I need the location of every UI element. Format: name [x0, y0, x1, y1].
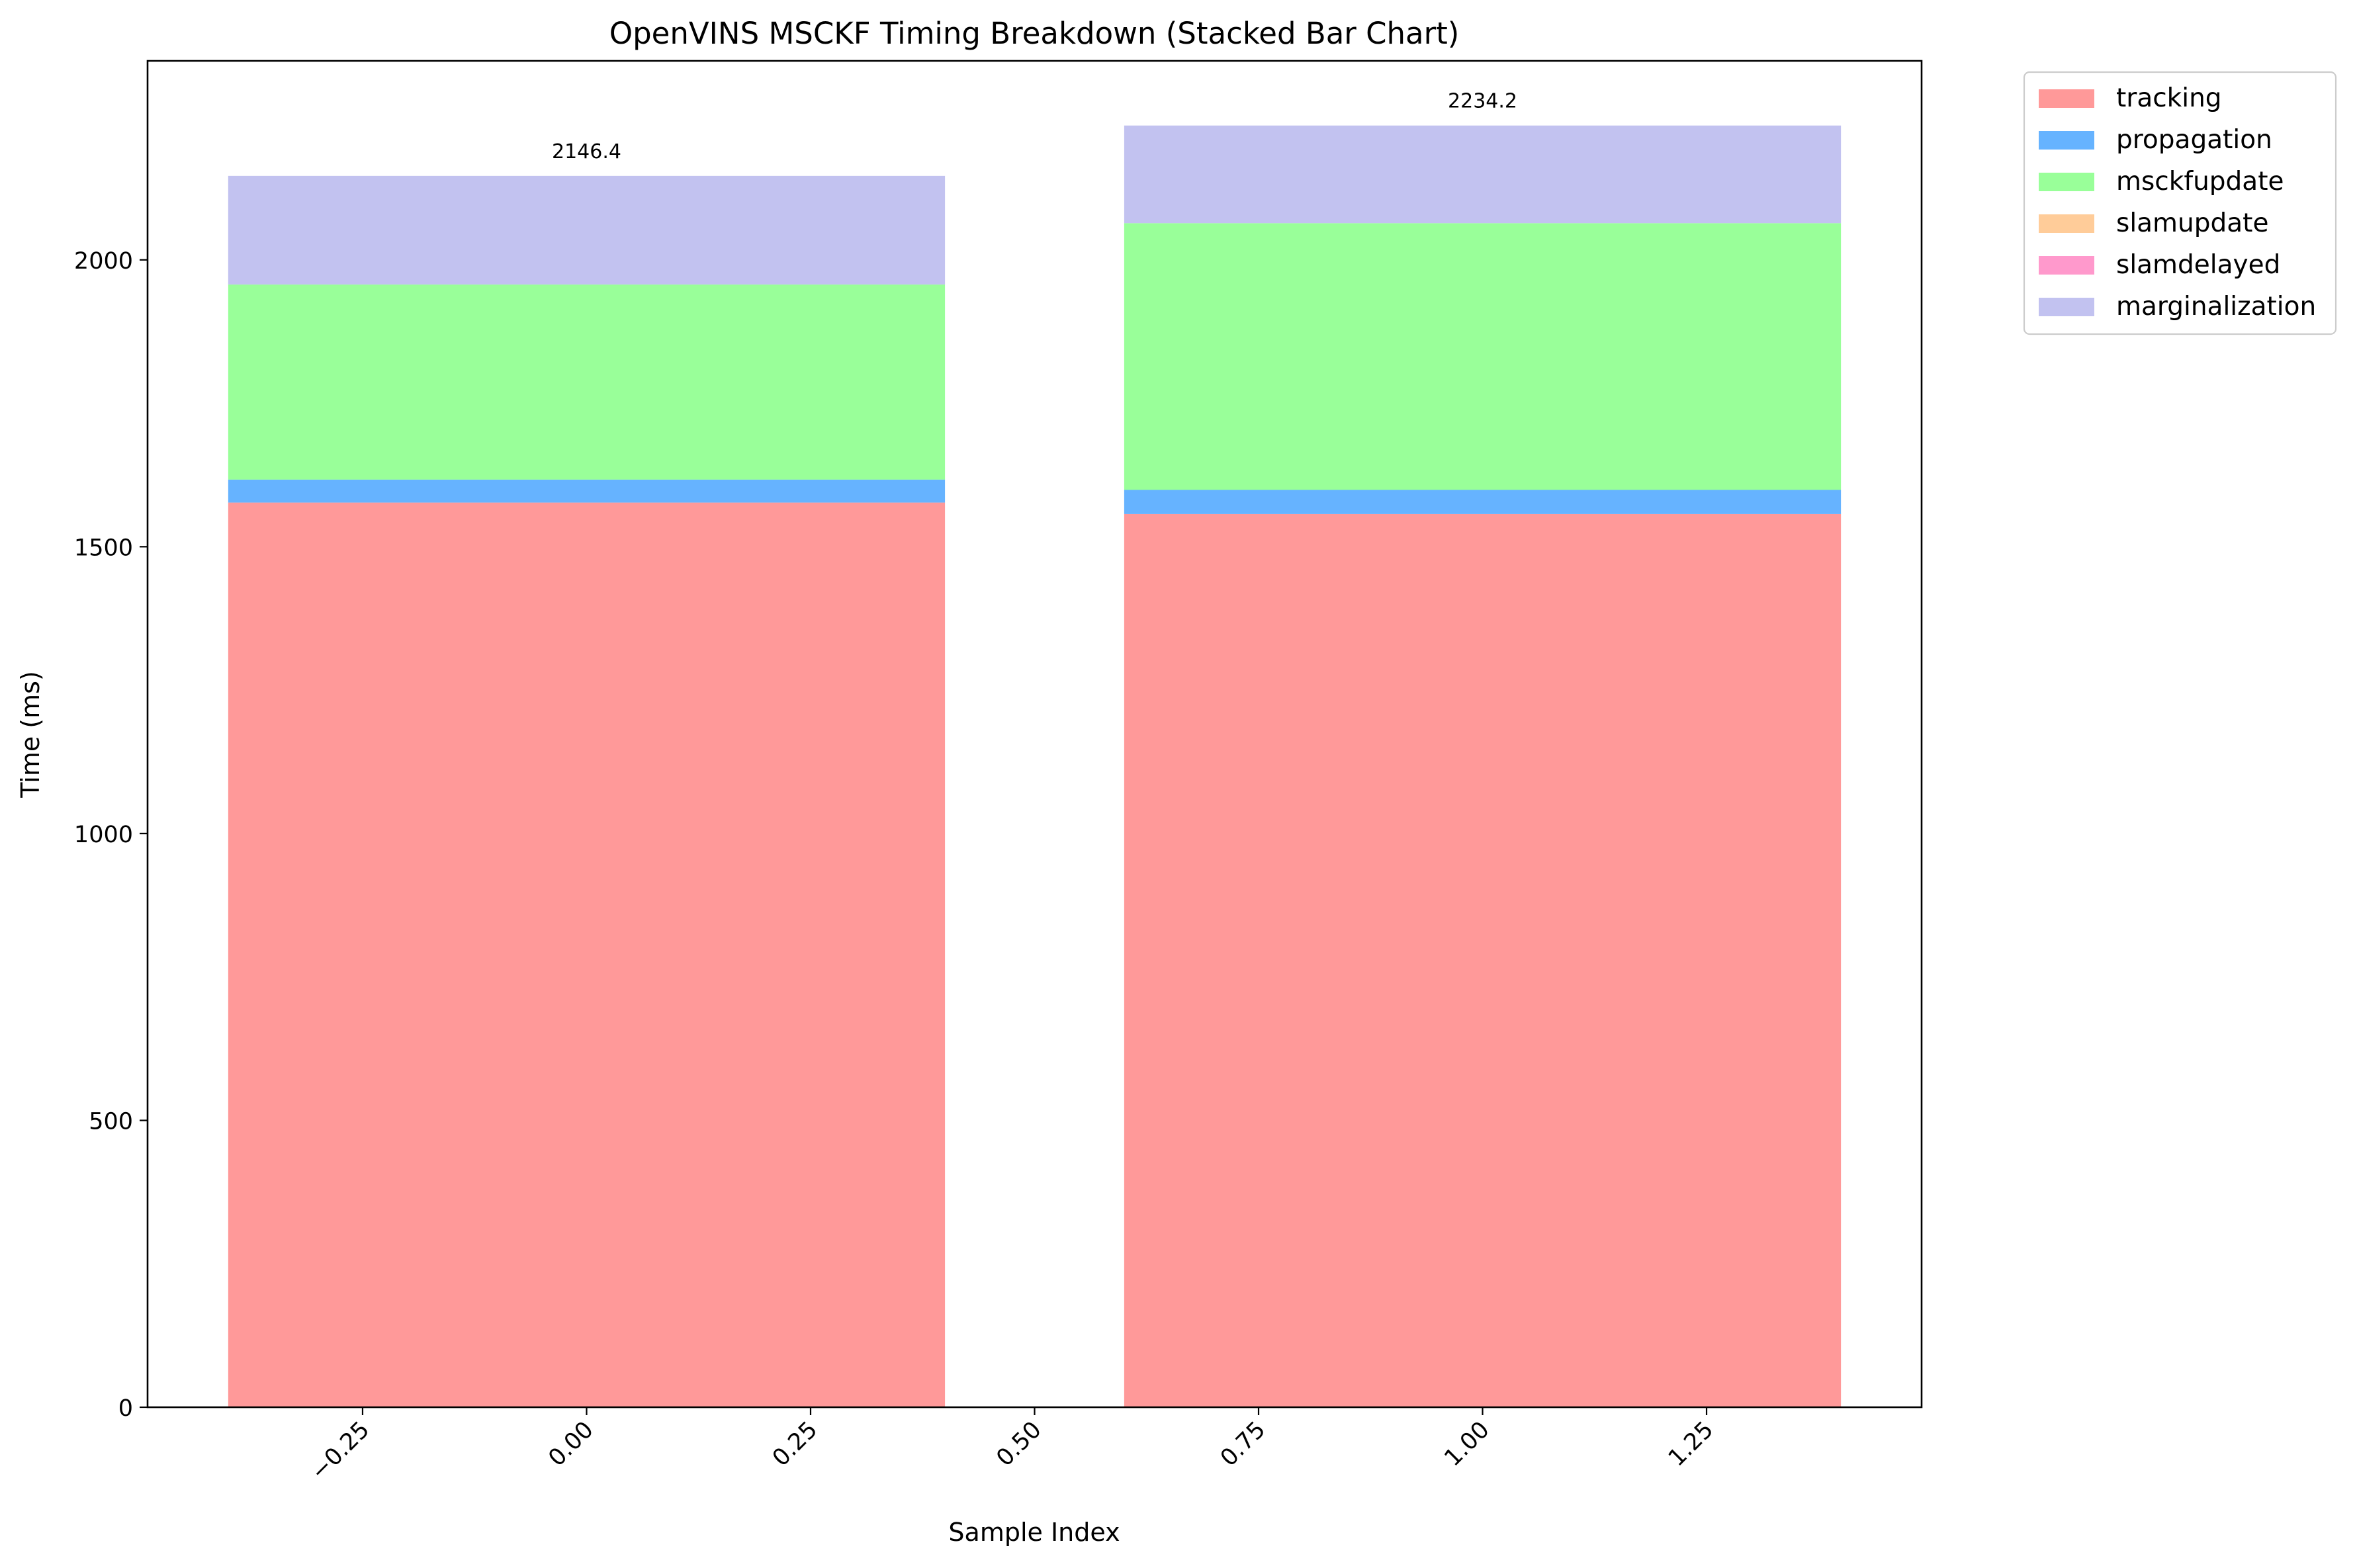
value-labels-layer: 2146.4 2234.2 [552, 90, 1517, 163]
legend-swatch-msckfupdate [2039, 173, 2094, 191]
y-tick-label: 500 [89, 1108, 133, 1135]
legend-swatch-marginalization [2039, 298, 2094, 316]
legend-label-msckfupdate: msckfupdate [2116, 167, 2284, 196]
legend-label-tracking: tracking [2116, 83, 2222, 113]
bar-total-label-1: 2234.2 [1448, 90, 1517, 113]
legend-items: tracking propagation msckfupdate slamupdate… [2039, 83, 2316, 322]
legend-label-marginalization: marginalization [2116, 292, 2316, 322]
x-axis-label: Sample Index [948, 1518, 1120, 1547]
bar-segment-marginalization-1 [1124, 125, 1842, 224]
legend-label-slamupdate: slamupdate [2116, 208, 2268, 238]
bar-segment-msckfupdate-1 [1124, 223, 1842, 490]
y-tick-label: 1500 [74, 535, 133, 561]
bar-segment-propagation-0 [228, 479, 946, 503]
legend-label-propagation: propagation [2116, 125, 2272, 155]
legend-swatch-propagation [2039, 131, 2094, 150]
legend-frame [2023, 71, 2337, 335]
legend-swatch-slamdelayed [2039, 256, 2094, 275]
legend-swatch-slamupdate [2039, 214, 2094, 233]
y-tick-label: 2000 [74, 248, 133, 275]
bar-total-label-0: 2146.4 [552, 140, 621, 163]
bar-segment-propagation-1 [1124, 490, 1842, 514]
y-tick-label: 1000 [74, 822, 133, 848]
y-tick-label: 0 [118, 1395, 133, 1422]
y-axis-label: Time (ms) [16, 671, 45, 799]
bar-segment-marginalization-0 [228, 175, 946, 285]
legend: tracking propagation msckfupdate slamupdate… [2023, 71, 2337, 335]
legend-swatch-tracking [2039, 89, 2094, 108]
legend-label-slamdelayed: slamdelayed [2116, 250, 2280, 280]
bars-layer [228, 125, 1842, 1407]
bar-segment-tracking-1 [1124, 513, 1842, 1407]
bar-segment-msckfupdate-0 [228, 284, 946, 480]
bar-segment-tracking-0 [228, 502, 946, 1407]
chart-title: OpenVINS MSCKF Timing Breakdown (Stacked… [609, 16, 1460, 51]
y-axis-ticks: 0 500 1000 1500 2000 [74, 248, 148, 1422]
